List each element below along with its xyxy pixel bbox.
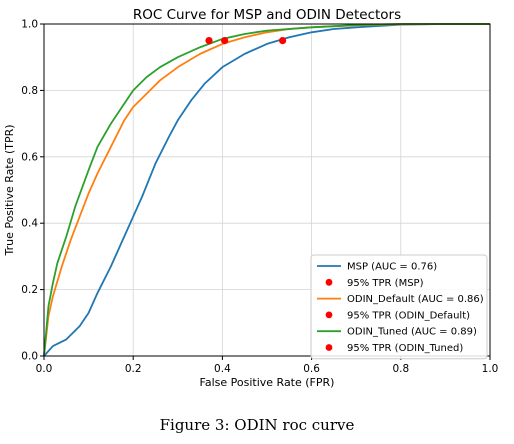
series-lines (43, 23, 490, 357)
legend-marker-swatch (325, 344, 333, 351)
roc-chart: ROC Curve for MSP and ODIN Detectors 0.0… (3, 7, 498, 389)
y-tick-label: 0.4 (21, 218, 38, 230)
tpr-markers (205, 37, 287, 45)
y-tick-label: 1.0 (21, 19, 38, 31)
chart-title: ROC Curve for MSP and ODIN Detectors (133, 7, 401, 23)
y-tick-label: 0.6 (21, 151, 38, 163)
x-axis-label: False Positive Rate (FPR) (200, 376, 335, 389)
legend-label: MSP (AUC = 0.76) (347, 262, 437, 273)
y-tick-label: 0.8 (21, 85, 38, 97)
legend-box (310, 254, 488, 360)
legend-label: 95% TPR (ODIN_Tuned) (347, 343, 463, 354)
tpr-95-marker (279, 37, 287, 45)
y-axis-label: True Positive Rate (TPR) (3, 124, 16, 256)
figure-caption: Figure 3: ODIN roc curve (159, 416, 355, 434)
axis-ticks: 0.0 0.2 0.4 0.6 0.8 1.0 0.0 0.2 0.4 0.6 0.8 1.0 (21, 19, 498, 376)
x-tick-label: 0.6 (303, 363, 320, 375)
tpr-95-marker (205, 37, 213, 45)
y-tick-label: 0.2 (21, 284, 38, 296)
roc-curve-line (43, 23, 490, 357)
x-tick-label: 0.0 (36, 363, 53, 375)
tpr-95-marker (221, 37, 229, 45)
legend-label: 95% TPR (ODIN_Default) (347, 310, 470, 321)
legend: MSP (AUC = 0.76) 95% TPR (MSP) ODIN_Defaul… (310, 254, 488, 360)
x-tick-label: 0.8 (392, 363, 409, 375)
legend-label: 95% TPR (MSP) (347, 278, 424, 289)
plot-frame (43, 23, 491, 357)
x-tick-label: 0.2 (125, 363, 142, 375)
y-tick-label: 0.0 (21, 351, 38, 363)
legend-label: ODIN_Tuned (AUC = 0.89) (347, 327, 477, 338)
legend-marker-swatch (325, 311, 333, 319)
legend-marker-swatch (325, 278, 333, 286)
x-tick-label: 0.4 (214, 363, 231, 375)
legend-label: ODIN_Default (AUC = 0.86) (347, 294, 484, 305)
x-tick-label: 1.0 (482, 363, 499, 375)
roc-curve-line (43, 23, 490, 357)
